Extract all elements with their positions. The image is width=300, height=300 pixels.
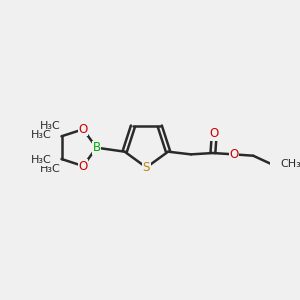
Text: H₃C: H₃C — [31, 155, 51, 165]
Text: O: O — [79, 123, 88, 136]
Text: O: O — [210, 127, 219, 140]
Text: H₃C: H₃C — [39, 164, 60, 174]
Text: S: S — [143, 161, 150, 174]
Text: B: B — [92, 141, 101, 154]
Text: O: O — [229, 148, 239, 161]
Text: H₃C: H₃C — [39, 121, 60, 131]
Text: O: O — [79, 160, 88, 172]
Text: CH₃: CH₃ — [280, 159, 300, 169]
Text: H₃C: H₃C — [31, 130, 51, 140]
